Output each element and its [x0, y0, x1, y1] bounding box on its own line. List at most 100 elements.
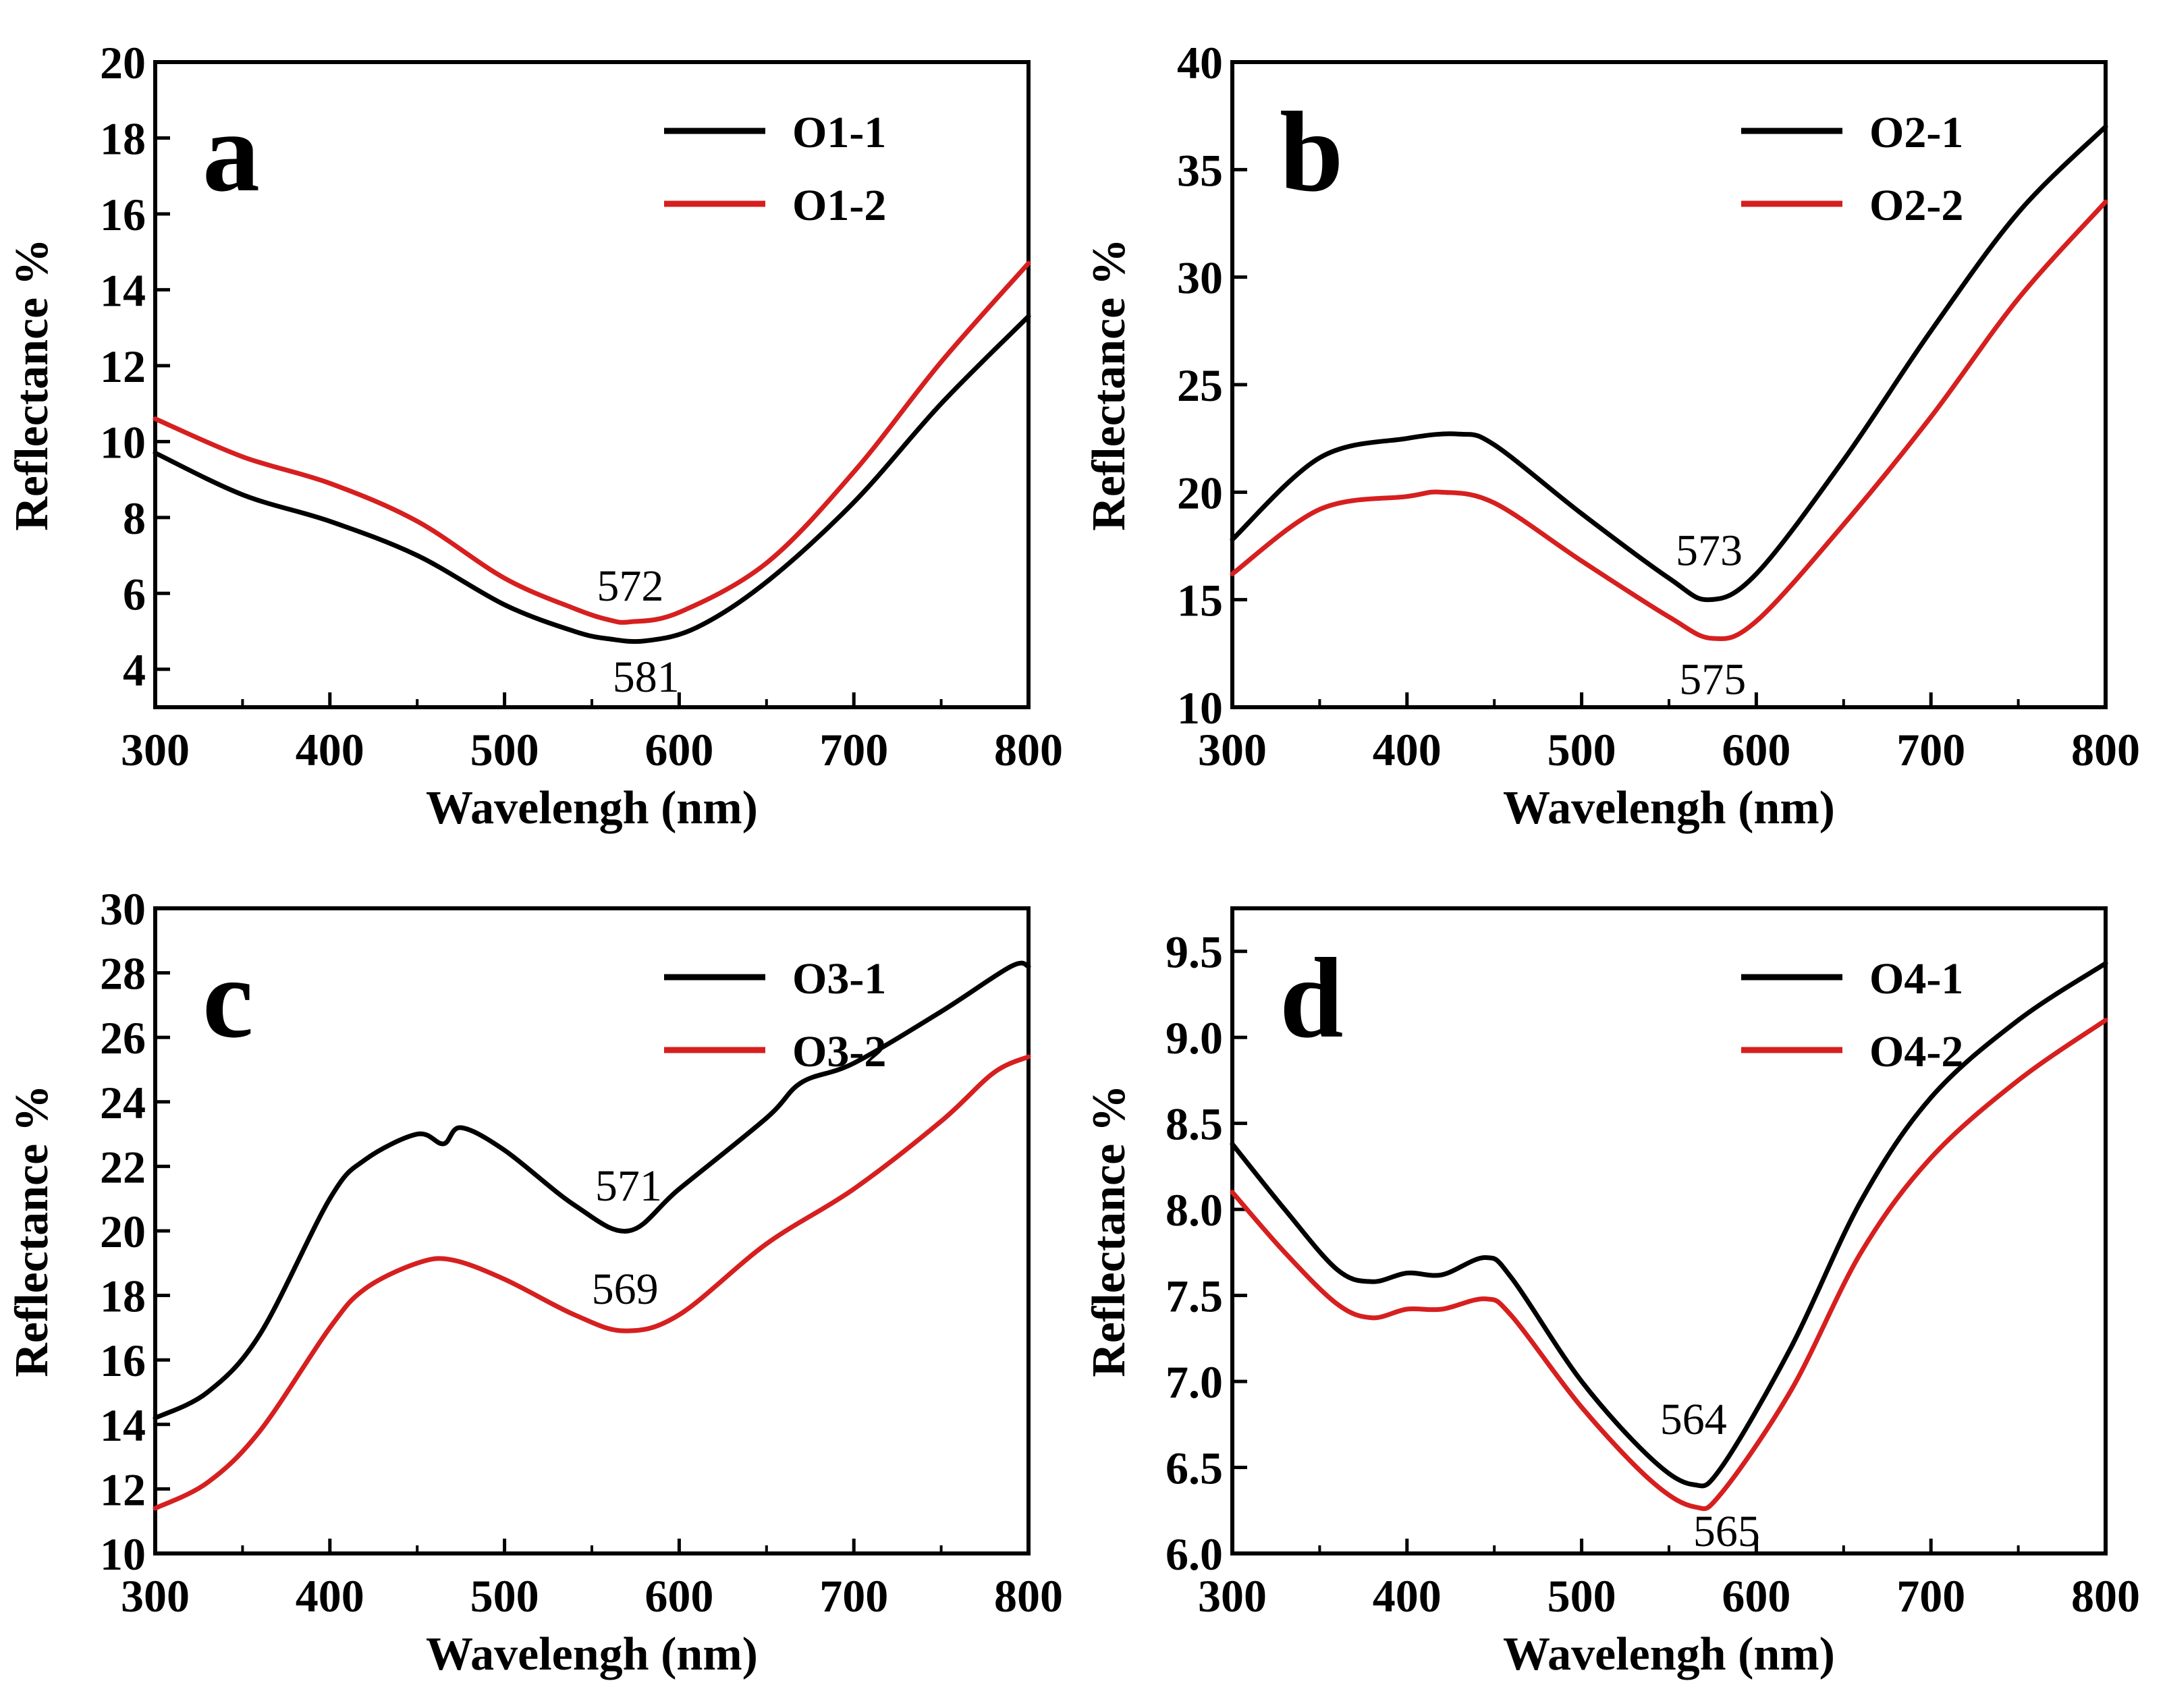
- y-tick-label: 9.5: [1166, 927, 1223, 978]
- y-tick-label: 7.0: [1166, 1356, 1223, 1408]
- panel-letter: c: [202, 935, 253, 1062]
- y-tick-label: 22: [100, 1141, 146, 1192]
- y-tick-label: 7.5: [1166, 1271, 1223, 1322]
- peak-annotation: 571: [595, 1161, 662, 1211]
- x-tick-label: 800: [994, 1570, 1063, 1622]
- x-tick-label: 400: [296, 724, 364, 775]
- series-line-O3-1: [153, 960, 1031, 1421]
- x-axis-title: Wavelengh (nm): [1503, 782, 1835, 834]
- y-tick-label: 10: [100, 1528, 146, 1580]
- legend-label: O1-1: [792, 108, 886, 157]
- peak-annotation: 572: [597, 561, 663, 611]
- y-tick-label: 28: [100, 948, 146, 999]
- y-tick-label: 14: [100, 1400, 146, 1451]
- x-tick-label: 300: [1198, 1570, 1267, 1622]
- x-axis-title: Wavelengh (nm): [426, 1628, 758, 1680]
- x-tick-label: 800: [2071, 724, 2140, 775]
- peak-annotation: 565: [1693, 1507, 1760, 1556]
- y-tick-label: 35: [1177, 144, 1223, 196]
- chart-panel-b: 300 400 500 600 700 800 10 15 20 25 30 35 40 Waveleng…: [1083, 37, 2140, 834]
- y-tick-label: 10: [1177, 682, 1223, 734]
- y-tick-label: 20: [100, 1206, 146, 1257]
- chart-panel-c: 300 400 500 600 700 800 10 12 14 16 18 20 22 24 26 28 30…: [6, 883, 1063, 1680]
- peak-annotation: 564: [1660, 1395, 1727, 1444]
- series-line-O1-2: [153, 260, 1031, 625]
- peak-annotation: 569: [592, 1265, 659, 1314]
- y-tick-label: 24: [100, 1077, 146, 1128]
- x-axis-title: Wavelengh (nm): [1503, 1628, 1835, 1680]
- y-tick-label: 6.5: [1166, 1443, 1223, 1494]
- x-tick-label: 700: [1896, 1570, 1965, 1622]
- x-tick-label: 400: [1373, 1570, 1442, 1622]
- y-tick-label: 6: [123, 568, 146, 619]
- x-axis-title: Wavelengh (nm): [426, 782, 758, 834]
- series-line-O3-2: [153, 1054, 1031, 1511]
- y-axis-title: Reflectance %: [6, 238, 58, 530]
- plot-frame: [153, 906, 1031, 1555]
- x-tick-label: 500: [470, 1570, 539, 1622]
- series-line-O2-2: [1230, 199, 2108, 641]
- y-tick-label: 14: [100, 265, 146, 316]
- x-tick-label: 500: [470, 724, 539, 775]
- y-tick-label: 15: [1177, 575, 1223, 626]
- y-tick-label: 8: [123, 493, 146, 544]
- x-tick-label: 400: [1373, 724, 1442, 775]
- y-tick-label: 20: [1177, 467, 1223, 518]
- legend-label: O3-2: [792, 1027, 886, 1076]
- series-line-O2-1: [1230, 124, 2108, 603]
- plot-frame: [1230, 60, 2108, 709]
- y-tick-label: 8.0: [1166, 1184, 1223, 1236]
- x-tick-label: 700: [1896, 724, 1965, 775]
- x-tick-label: 300: [1198, 724, 1267, 775]
- chart-panel-a: 300 400 500 600 700 800 4 6 8 10 12 14 16 18 20 Wavelen…: [6, 37, 1063, 834]
- x-tick-label: 300: [121, 724, 190, 775]
- y-tick-label: 16: [100, 189, 146, 240]
- x-tick-label: 500: [1547, 1570, 1616, 1622]
- legend-label: O1-2: [792, 181, 886, 230]
- series-line-O4-1: [1230, 961, 2108, 1489]
- y-tick-label: 30: [1177, 252, 1223, 304]
- x-tick-label: 600: [1722, 1570, 1790, 1622]
- y-tick-label: 26: [100, 1012, 146, 1064]
- y-tick-label: 30: [100, 883, 146, 935]
- chart-panel-d: 300 400 500 600 700 800 6.0 6.5 7.0 7.5 8.0 8.5 9.0 9…: [1083, 906, 2140, 1680]
- plot-frame: [153, 60, 1031, 709]
- y-axis-title: Reflectance %: [1083, 238, 1135, 530]
- x-tick-label: 600: [645, 1570, 713, 1622]
- peak-annotation: 581: [613, 653, 680, 702]
- y-tick-label: 40: [1177, 37, 1223, 88]
- y-tick-label: 25: [1177, 360, 1223, 411]
- y-tick-label: 6.0: [1166, 1528, 1223, 1580]
- x-tick-label: 700: [819, 724, 888, 775]
- x-tick-label: 700: [819, 1570, 888, 1622]
- series-line-O4-2: [1230, 1018, 2108, 1512]
- x-tick-label: 800: [2071, 1570, 2140, 1622]
- legend-label: O4-1: [1869, 954, 1963, 1003]
- x-tick-label: 600: [645, 724, 713, 775]
- x-tick-label: 600: [1722, 724, 1790, 775]
- y-tick-label: 18: [100, 1271, 146, 1322]
- x-tick-label: 300: [121, 1570, 190, 1622]
- y-tick-label: 8.5: [1166, 1099, 1223, 1150]
- plot-frame: [1230, 906, 2108, 1555]
- y-tick-label: 16: [100, 1335, 146, 1386]
- panel-letter: a: [202, 88, 260, 215]
- y-tick-label: 20: [100, 37, 146, 88]
- legend-label: O3-1: [792, 954, 886, 1003]
- y-tick-label: 12: [100, 1464, 146, 1515]
- legend-label: O2-1: [1869, 108, 1963, 157]
- y-tick-label: 9.0: [1166, 1012, 1223, 1064]
- x-tick-label: 800: [994, 724, 1063, 775]
- y-tick-label: 12: [100, 341, 146, 392]
- y-tick-label: 18: [100, 113, 146, 164]
- panel-letter: d: [1280, 935, 1344, 1062]
- peak-annotation: 573: [1676, 526, 1743, 575]
- x-tick-label: 400: [296, 1570, 364, 1622]
- panel-letter: b: [1280, 88, 1344, 215]
- x-tick-label: 500: [1547, 724, 1616, 775]
- legend-label: O2-2: [1869, 181, 1963, 230]
- legend-label: O4-2: [1869, 1027, 1963, 1076]
- y-tick-label: 10: [100, 416, 146, 468]
- peak-annotation: 575: [1679, 655, 1746, 705]
